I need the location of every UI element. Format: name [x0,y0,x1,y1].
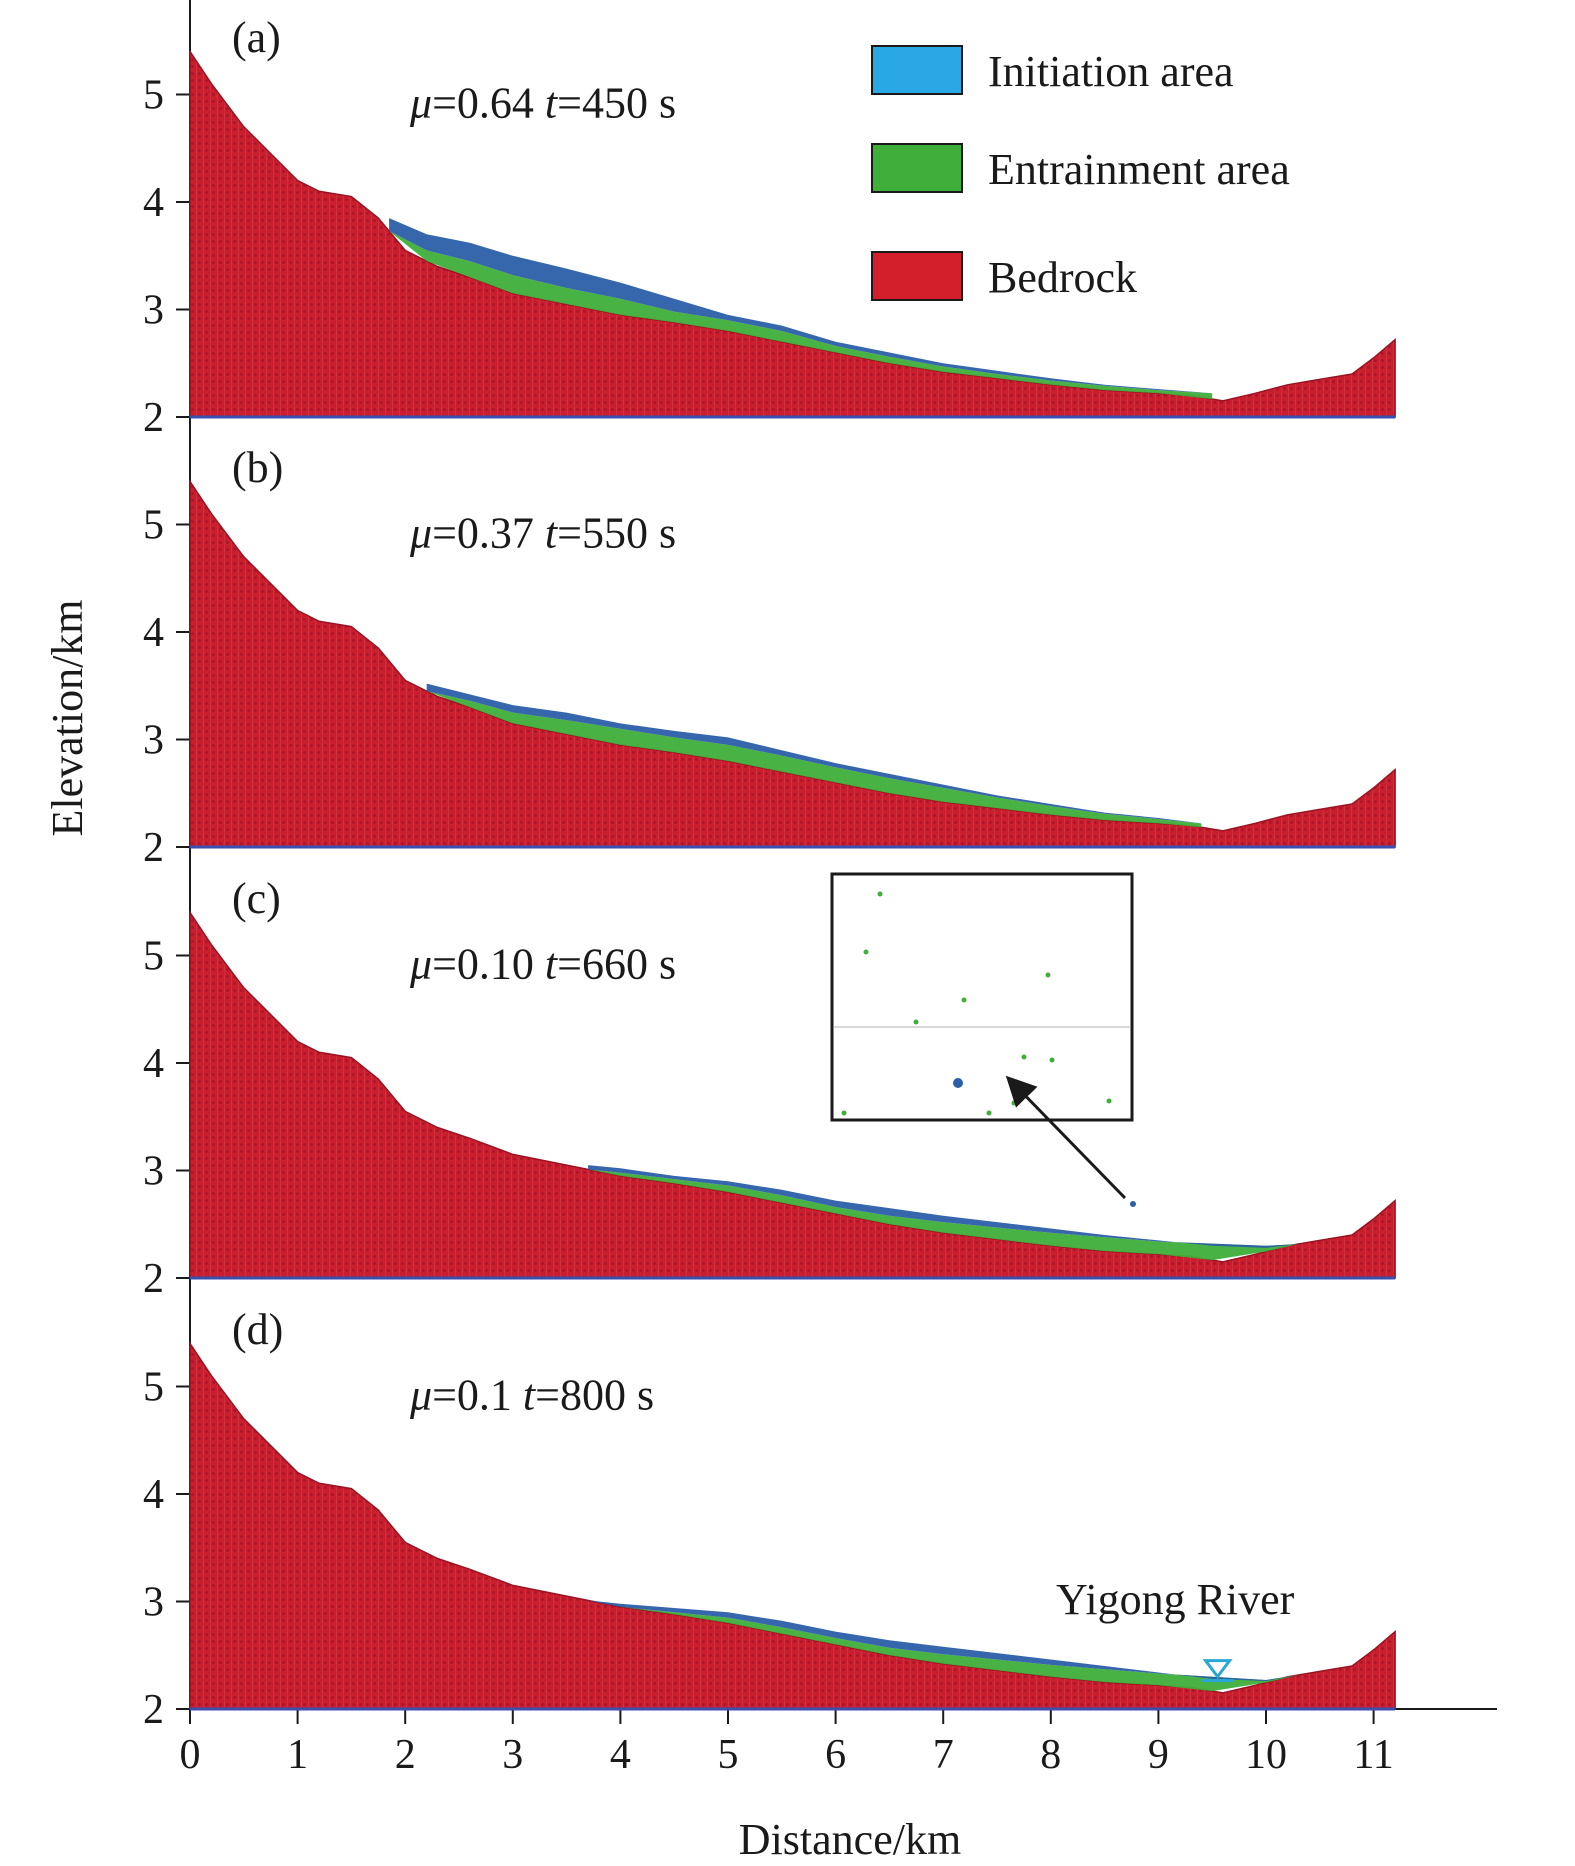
y-tick-label-5: 5 [143,934,164,980]
x-tick-label-5: 5 [718,1732,739,1778]
inset-initiation-particle [953,1078,963,1088]
mu-symbol: μ [409,78,432,127]
bedrock-area [189,1341,1396,1710]
inset-particle [1106,1098,1112,1104]
t-value: =550 s [557,508,676,557]
panel-parameters: μ=0.1 t=800 s [409,1370,654,1419]
panel-3: 2 3 4 5 (c) μ=0.10 t=660 s [143,874,1396,1302]
inset-particle [1049,1057,1055,1063]
x-tick-label-6: 6 [825,1732,846,1778]
t-symbol: t [545,78,559,127]
y-tick-label-3: 3 [143,1580,164,1626]
x-tick-label-11: 11 [1353,1732,1393,1778]
t-value: =660 s [557,939,676,988]
y-tick-label-3: 3 [143,718,164,764]
y-tick-label-4: 4 [143,610,164,656]
river-water-level-icon [1202,1659,1233,1680]
y-tick-label-5: 5 [143,503,164,549]
zoom-target-particle [1130,1201,1136,1207]
x-tick-label-9: 9 [1148,1732,1169,1778]
panel-2: 2 3 4 5 (b) μ=0.37 t=550 s [143,443,1396,871]
legend-label: Entrainment area [988,145,1290,194]
panel-label: (b) [232,443,283,492]
legend-swatch [871,45,963,95]
t-symbol: t [545,939,559,988]
panel-4: 2 3 4 5 (d) μ=0.1 t=800 s [143,1305,1396,1733]
panel-label: (c) [232,874,281,923]
inset-particle [1011,1100,1017,1106]
y-tick-label-2: 2 [143,1256,164,1302]
bedrock-area [189,910,1396,1279]
mu-value: =0.37 [432,508,545,557]
panel-label: (d) [232,1305,283,1354]
x-tick-label-8: 8 [1040,1732,1061,1778]
y-tick-label-5: 5 [143,73,164,119]
y-tick-label-5: 5 [143,1365,164,1411]
river-annotation: Yigong River [1056,1575,1295,1624]
x-tick-label-2: 2 [395,1732,416,1778]
bedrock-area [189,49,1396,418]
zoom-inset [830,872,1136,1207]
y-tick-label-2: 2 [143,1687,164,1733]
y-tick-label-4: 4 [143,1041,164,1087]
inset-particle [877,891,883,897]
y-tick-label-2: 2 [143,825,164,871]
legend-swatch [871,251,963,301]
legend-label: Initiation area [988,47,1234,96]
entrainment-layer [588,1169,1299,1261]
panel-label: (a) [232,13,281,62]
t-symbol: t [545,508,559,557]
panel-parameters: μ=0.37 t=550 s [409,508,676,557]
inset-particle [863,949,869,955]
t-symbol: t [523,1370,537,1419]
mu-value: =0.1 [432,1370,523,1419]
t-value: =800 s [535,1370,654,1419]
y-tick-label-4: 4 [143,1472,164,1518]
inset-particle [986,1110,992,1116]
inset-particle [913,1019,919,1025]
t-value: =450 s [557,78,676,127]
mu-value: =0.10 [432,939,545,988]
mu-symbol: μ [409,939,432,988]
bedrock-area [189,479,1396,848]
inset-particle [1021,1054,1027,1060]
legend-label: Bedrock [988,253,1137,302]
inset-particle [961,997,967,1003]
y-tick-label-2: 2 [143,395,164,441]
x-tick-label-0: 0 [180,1732,201,1778]
zoom-arrow [1005,1075,1127,1200]
x-tick-label-7: 7 [933,1732,954,1778]
legend: Initiation area Entrainment area Bedrock [871,45,1290,302]
x-axis-label: Distance/km [739,1815,961,1864]
inset-frame [830,872,1134,1122]
x-tick-label-1: 1 [287,1732,308,1778]
legend-swatch [871,143,963,193]
y-tick-label-3: 3 [143,1149,164,1195]
panel-parameters: μ=0.10 t=660 s [409,939,676,988]
inset-particle [1045,972,1051,978]
panel-parameters: μ=0.64 t=450 s [409,78,676,127]
panel-1: 2 3 4 5 (a) μ=0.64 t=450 s [143,13,1396,441]
y-axis-label: Elevation/km [43,599,92,836]
mu-value: =0.64 [432,78,545,127]
y-tick-label-4: 4 [143,180,164,226]
mu-symbol: μ [409,1370,432,1419]
x-tick-label-3: 3 [502,1732,523,1778]
mu-symbol: μ [409,508,432,557]
initiation-layer [588,1600,1299,1681]
inset-particle [841,1110,847,1116]
x-tick-label-10: 10 [1245,1732,1287,1778]
y-tick-label-3: 3 [143,288,164,334]
x-tick-label-4: 4 [610,1732,631,1778]
